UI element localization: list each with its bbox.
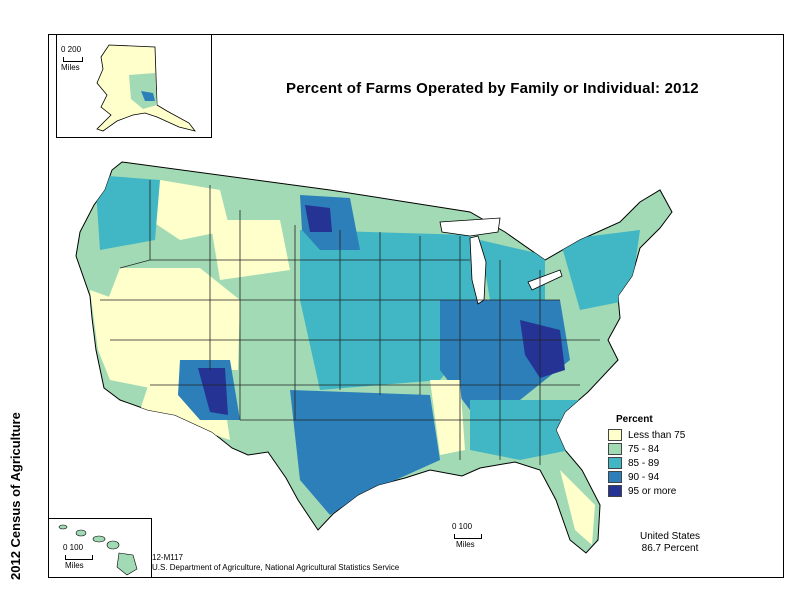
- region-north-dakota-core: [305, 205, 332, 232]
- legend: Percent Less than 75 75 - 84 85 - 89 90 …: [608, 414, 685, 498]
- legend-swatch: [608, 485, 622, 497]
- scale-numbers: 0 100: [452, 522, 473, 531]
- scale-numbers: 0 100: [63, 543, 84, 552]
- us-summary-value: 86.7 Percent: [641, 543, 699, 554]
- region-florida: [560, 470, 595, 545]
- scale-bar-line: [63, 57, 83, 62]
- scale-unit: Miles: [456, 540, 475, 549]
- legend-label: 90 - 94: [628, 471, 660, 483]
- lake-erie: [527, 269, 563, 291]
- legend-label: 75 - 84: [628, 443, 660, 455]
- legend-item: 85 - 89: [608, 456, 685, 470]
- region-nevada-utah: [100, 268, 240, 390]
- region-northwest: [95, 175, 160, 250]
- scale-bar-line: [454, 534, 482, 539]
- scale-numbers: 0 200: [61, 45, 82, 54]
- legend-item: 75 - 84: [608, 442, 685, 456]
- region-california-central: [90, 290, 128, 380]
- scale-unit: Miles: [65, 561, 84, 570]
- us-summary: United States 86.7 Percent: [640, 531, 700, 555]
- scale-unit: Miles: [61, 63, 80, 72]
- map-code: 12-M117: [152, 553, 183, 562]
- legend-item: Less than 75: [608, 428, 685, 442]
- hawaii-inset: 0 100 Miles: [48, 518, 152, 578]
- region-mississippi-delta: [430, 380, 465, 455]
- map-frame: [48, 34, 784, 578]
- source-credit: U.S. Department of Agriculture, National…: [152, 563, 400, 572]
- hawaii-map: [58, 524, 138, 576]
- legend-swatch: [608, 457, 622, 469]
- alaska-map: [96, 44, 196, 132]
- region-wyoming: [210, 220, 290, 280]
- source-note: 12-M117 U.S. Department of Agriculture, …: [152, 553, 399, 573]
- region-northeast: [560, 230, 640, 310]
- region-texas: [290, 390, 440, 515]
- legend-label: 95 or more: [628, 485, 677, 497]
- alaska-inset: 0 200 Miles: [56, 34, 212, 138]
- map-title: Percent of Farms Operated by Family or I…: [286, 80, 699, 97]
- lake-superior: [439, 217, 501, 237]
- legend-title: Percent: [616, 414, 653, 425]
- legend-item: 95 or more: [608, 484, 685, 498]
- region-southeast: [470, 400, 580, 460]
- scale-bar-line: [65, 555, 93, 560]
- region-appalachia: [520, 320, 565, 378]
- us-summary-label: United States: [640, 531, 701, 542]
- state-boundaries: [100, 180, 600, 465]
- region-great-lakes: [480, 240, 545, 300]
- legend-swatch: [608, 443, 622, 455]
- region-plains: [300, 230, 480, 390]
- region-new-mexico-core: [198, 368, 228, 415]
- legend-swatch: [608, 429, 622, 441]
- census-label: 2012 Census of Agriculture: [8, 412, 23, 580]
- legend-label: Less than 75: [628, 429, 686, 441]
- legend-swatch: [608, 471, 622, 483]
- legend-item: 90 - 94: [608, 470, 685, 484]
- contiguous-us: [75, 161, 673, 554]
- legend-label: 85 - 89: [628, 457, 660, 469]
